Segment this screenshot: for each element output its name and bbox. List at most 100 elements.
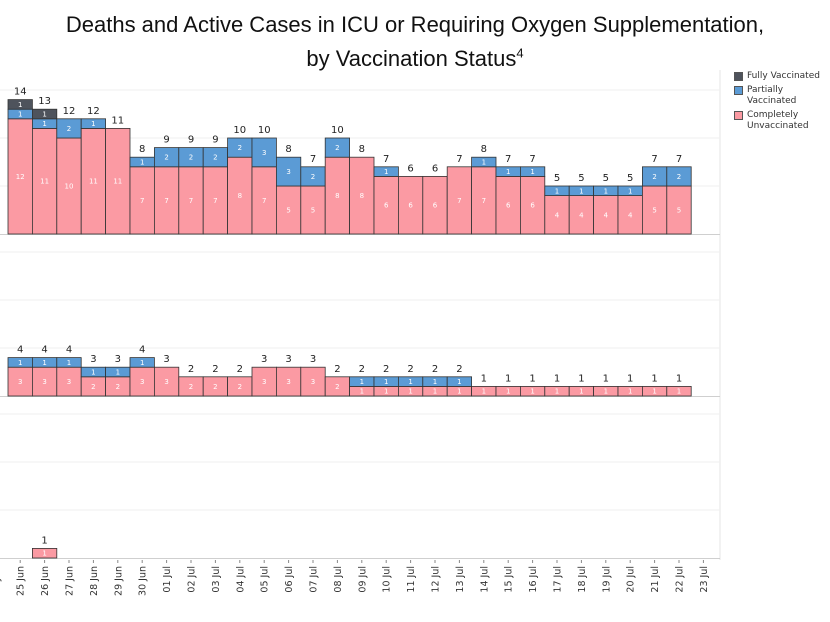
x-tick-label: 04 Jul [235, 566, 246, 593]
segment-value-label: 2 [335, 383, 339, 391]
bar-total-label: 3 [163, 354, 169, 365]
bar-segment-unvaccinated [227, 156, 253, 235]
segment-value-label: 1 [42, 550, 46, 558]
bar-segment-partially-vaccinated [251, 137, 277, 168]
legend-item-partially-vaccinated[interactable]: Partially Vaccinated [734, 85, 826, 107]
bar-total-label: 10 [258, 125, 271, 136]
bar-total-label: 3 [285, 354, 291, 365]
segment-value-label: 7 [164, 197, 168, 205]
x-tick-label: 12 Jul [431, 566, 442, 593]
segment-value-label: 1 [482, 388, 486, 396]
segment-value-label: 1 [652, 388, 656, 396]
bar-total-label: 5 [554, 173, 560, 184]
segment-value-label: 11 [89, 178, 98, 186]
bar-segment-partially-vaccinated [471, 156, 497, 168]
segment-value-label: 11 [113, 178, 122, 186]
bar-total-label: 6 [407, 163, 413, 174]
bar-segment-partially-vaccinated [446, 376, 473, 387]
segment-value-label: 7 [482, 197, 486, 205]
segment-value-label: 6 [530, 202, 535, 210]
bar-segment-partially-vaccinated [520, 166, 546, 177]
legend-item-completely-unvaccinated[interactable]: Completely Unvaccinated [734, 110, 826, 132]
segment-value-label: 2 [189, 383, 193, 391]
segment-value-label: 1 [555, 388, 559, 396]
segment-value-label: 1 [555, 187, 559, 195]
bar-segment-unvaccinated [202, 166, 228, 235]
bar-total-label: 2 [359, 364, 365, 375]
chart-title-line2-text: by Vaccination Status [306, 46, 517, 72]
footnote-marker: 4 [516, 46, 524, 61]
x-tick-label: 17 Jul [553, 566, 564, 593]
bar-segment-partially-vaccinated [324, 137, 351, 158]
segment-value-label: 1 [579, 187, 583, 195]
bar-segment-unvaccinated [153, 166, 180, 235]
segment-value-label: 1 [360, 388, 364, 396]
bar-total-label: 1 [603, 373, 609, 384]
segment-value-label: 1 [384, 378, 388, 386]
legend-item-fully-vaccinated[interactable]: Fully Vaccinated [734, 71, 826, 82]
segment-value-label: 1 [116, 369, 120, 377]
segment-value-label: 2 [238, 383, 242, 391]
bar-total-label: 2 [456, 364, 462, 375]
segment-value-label: 5 [677, 207, 681, 215]
segment-value-label: 5 [286, 207, 290, 215]
segment-value-label: 1 [604, 187, 608, 195]
segment-value-label: 8 [238, 192, 242, 200]
bar-total-label: 5 [578, 173, 584, 184]
segment-value-label: 1 [67, 359, 71, 367]
segment-value-label: 1 [506, 388, 510, 396]
legend-swatch [734, 111, 743, 120]
bar-total-label: 8 [481, 144, 487, 155]
segment-value-label: 1 [482, 159, 486, 167]
bar-segment-partially-vaccinated [373, 166, 399, 177]
segment-value-label: 8 [360, 192, 364, 200]
segment-value-label: 2 [677, 173, 681, 181]
segment-value-label: 3 [262, 378, 266, 386]
segment-value-label: 2 [213, 383, 217, 391]
segment-value-label: 1 [91, 369, 95, 377]
bar-total-label: 3 [310, 354, 316, 365]
bar-total-label: 4 [17, 345, 23, 356]
x-tick-label: 21 Jul [650, 566, 661, 593]
segment-value-label: 1 [677, 388, 681, 396]
x-tick-label: 06 Jul [284, 566, 295, 593]
chart-title-line2: by Vaccination Status4 [306, 46, 523, 71]
legend-swatch [734, 86, 743, 95]
bar-total-label: 1 [554, 373, 560, 384]
segment-value-label: 1 [408, 378, 412, 386]
segment-value-label: 1 [42, 111, 46, 119]
segment-value-label: 10 [65, 183, 74, 191]
segment-value-label: 1 [457, 378, 461, 386]
bar-segment-unvaccinated [422, 175, 448, 235]
x-tick-label: 30 Jun [138, 566, 149, 596]
x-tick-label: 02 Jul [187, 566, 198, 593]
segment-value-label: 4 [579, 211, 584, 219]
segment-value-label: 1 [530, 388, 534, 396]
segment-value-label: 3 [286, 168, 290, 176]
segment-value-label: 2 [189, 154, 193, 162]
bar-segment-unvaccinated [349, 156, 375, 235]
segment-value-label: 3 [67, 378, 71, 386]
bar-segment-unvaccinated [129, 366, 155, 397]
bar-segment-unvaccinated [7, 118, 33, 235]
bar-total-label: 12 [87, 106, 100, 117]
segment-value-label: 7 [140, 197, 144, 205]
bar-segment-unvaccinated [300, 366, 326, 397]
bar-segment-partially-vaccinated [80, 118, 106, 129]
segment-value-label: 5 [652, 207, 656, 215]
segment-value-label: 1 [628, 187, 632, 195]
x-tick-label: 07 Jul [309, 566, 320, 593]
x-tick-label: 08 Jul [333, 566, 344, 593]
bar-segment-fully-vaccinated [32, 108, 58, 120]
legend: Fully Vaccinated Partially Vaccinated Co… [734, 71, 826, 135]
segment-value-label: 5 [311, 207, 315, 215]
bar-total-label: 3 [90, 354, 96, 365]
segment-value-label: 1 [18, 111, 22, 119]
segment-value-label: 3 [311, 378, 315, 386]
bar-total-label: 3 [261, 354, 267, 365]
bar-total-label: 1 [529, 373, 535, 384]
x-tick-label: 24 Jun [0, 566, 2, 596]
bar-total-label: 8 [139, 144, 145, 155]
x-tick-label: 18 Jul [577, 566, 588, 593]
